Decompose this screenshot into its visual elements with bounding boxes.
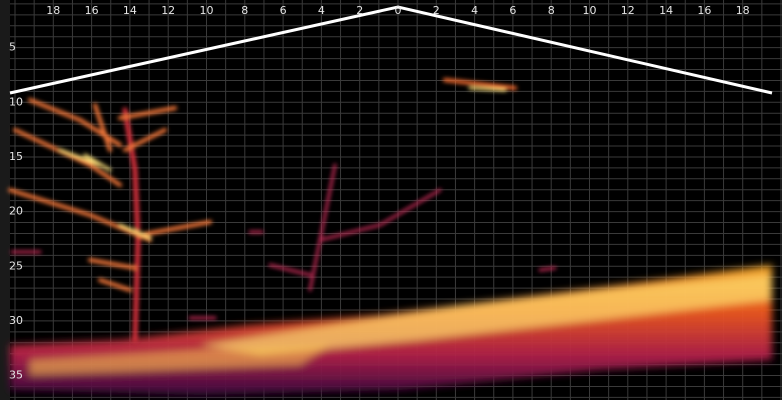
range-label: 10 xyxy=(583,4,597,17)
depth-label: 25 xyxy=(9,259,23,272)
depth-label: 15 xyxy=(9,150,23,163)
range-label: 14 xyxy=(123,4,137,17)
range-label: 6 xyxy=(509,4,516,17)
range-label: 16 xyxy=(697,4,711,17)
range-label: 2 xyxy=(433,4,440,17)
depth-label: 35 xyxy=(9,369,23,382)
range-label: 16 xyxy=(85,4,99,17)
range-label: 2 xyxy=(356,4,363,17)
range-label: 12 xyxy=(161,4,175,17)
range-label: 8 xyxy=(548,4,555,17)
range-label: 4 xyxy=(318,4,325,17)
range-label: 10 xyxy=(200,4,214,17)
range-label: 4 xyxy=(471,4,478,17)
range-label: 18 xyxy=(46,4,60,17)
range-label: 6 xyxy=(280,4,287,17)
depth-label: 20 xyxy=(9,205,23,218)
left-border xyxy=(0,0,10,400)
sonar-screen: 1816141210864202468101214161851015202530… xyxy=(0,0,782,400)
depth-label: 30 xyxy=(9,314,23,327)
sonar-view: 1816141210864202468101214161851015202530… xyxy=(0,0,782,400)
range-label: 12 xyxy=(621,4,635,17)
range-label: 18 xyxy=(736,4,750,17)
depth-label: 5 xyxy=(9,41,16,54)
range-label: 14 xyxy=(659,4,673,17)
range-label: 8 xyxy=(241,4,248,17)
depth-label: 10 xyxy=(9,95,23,108)
range-label: 0 xyxy=(395,4,402,17)
